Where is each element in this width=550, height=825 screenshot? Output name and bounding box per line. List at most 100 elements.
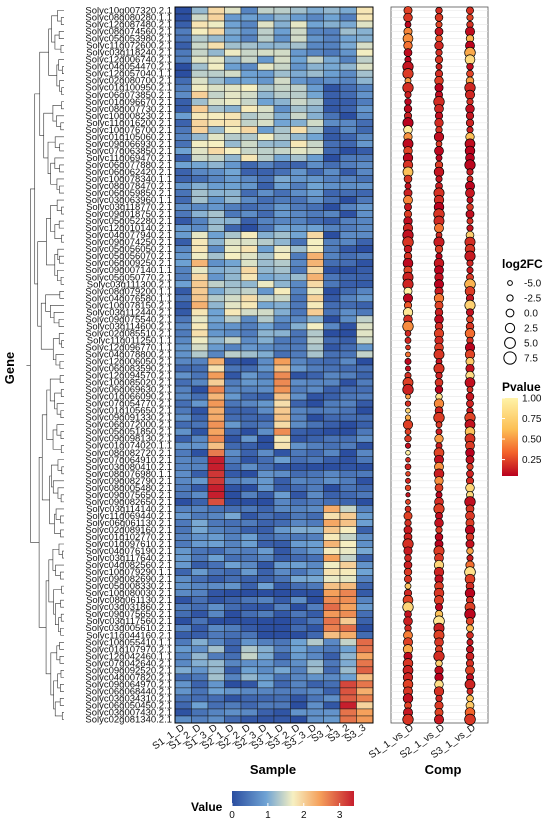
heatmap-cell: [290, 126, 308, 134]
heatmap-cell: [257, 287, 275, 296]
heatmap-cell: [290, 392, 308, 401]
heatmap-cell: [273, 694, 291, 703]
log2fc-legend-circle: [505, 308, 515, 318]
heatmap-cell: [240, 477, 258, 485]
heatmap-cell: [240, 673, 258, 682]
heatmap-cell: [207, 694, 225, 703]
log2fc-legend-label: -2.5: [524, 294, 542, 305]
heatmap-cell: [356, 98, 374, 106]
heatmap-cell: [290, 203, 308, 211]
dot-point: [434, 245, 444, 254]
heatmap-cell: [224, 652, 242, 661]
heatmap-cell: [306, 280, 324, 289]
dot-point: [404, 21, 412, 28]
heatmap-cell: [339, 385, 357, 394]
heatmap-cell: [339, 48, 357, 57]
heatmap-cell: [290, 27, 308, 36]
heatmap-cell: [306, 652, 324, 661]
heatmap-cell: [306, 161, 324, 169]
heatmap-cell: [240, 133, 258, 141]
heatmap-cell: [323, 561, 341, 569]
heatmap-cell: [224, 680, 242, 689]
heatmap-cell: [273, 505, 291, 513]
heatmap-cell: [306, 168, 324, 176]
dot-point: [434, 146, 444, 156]
heatmap-cell: [257, 126, 275, 134]
dot-point: [434, 714, 444, 725]
dot-point: [433, 131, 445, 142]
heatmap-cell: [273, 196, 291, 204]
heatmap-cell: [191, 69, 209, 78]
heatmap-cell: [257, 575, 275, 583]
heatmap-cell: [339, 378, 357, 387]
heatmap-cell: [174, 477, 192, 485]
heatmap-cell: [207, 652, 225, 661]
heatmap-cell: [290, 603, 308, 611]
heatmap-cell: [257, 420, 275, 429]
heatmap-cell: [191, 41, 209, 50]
heatmap-cell: [224, 406, 242, 415]
heatmap-cell: [191, 420, 209, 429]
heatmap-cell: [339, 392, 357, 401]
heatmap-cell: [356, 561, 374, 569]
heatmap-cell: [306, 245, 324, 253]
heatmap-cell: [323, 112, 341, 120]
dot-point: [405, 477, 411, 484]
dot-point: [404, 414, 412, 421]
heatmap-cell: [273, 252, 291, 260]
heatmap-cell: [207, 673, 225, 682]
heatmap-cell: [224, 456, 242, 464]
dot-point: [433, 166, 445, 178]
heatmap-cell: [257, 561, 275, 569]
heatmap-cell: [224, 364, 242, 373]
gene-label: Solyc10g055410.1.1: [85, 637, 172, 648]
heatmap-cell: [273, 701, 291, 710]
heatmap-cell: [224, 673, 242, 682]
heatmap-cell: [257, 406, 275, 415]
dot-point: [434, 40, 444, 51]
dendrogram-branch: [61, 87, 64, 96]
heatmap-cell: [273, 280, 291, 289]
heatmap-cell: [323, 357, 341, 366]
heatmap-cell: [191, 456, 209, 464]
heatmap-cell: [224, 112, 242, 120]
heatmap-cell: [339, 196, 357, 204]
heatmap-cell: [306, 547, 324, 555]
heatmap-cell: [273, 540, 291, 548]
heatmap-cell: [356, 582, 374, 590]
heatmap-cell: [323, 154, 341, 162]
heatmap-cell: [257, 69, 275, 78]
heatmap-cell: [257, 399, 275, 408]
heatmap-cell: [273, 610, 291, 618]
heatmap-cell: [339, 561, 357, 569]
heatmap-cell: [273, 568, 291, 576]
dendrogram-branch: [60, 445, 64, 454]
heatmap-cell: [174, 76, 192, 85]
dot-point: [434, 385, 444, 394]
heatmap-cell: [356, 27, 374, 36]
heatmap-cell: [207, 147, 225, 155]
heatmap-cell: [306, 673, 324, 682]
heatmap-cell: [323, 603, 341, 611]
dendrogram-branch: [38, 457, 47, 628]
heatmap-cell: [207, 217, 225, 225]
heatmap-cell: [191, 294, 209, 303]
heatmap-cell: [257, 238, 275, 246]
heatmap-cell: [240, 385, 258, 394]
heatmap-cell: [207, 708, 225, 717]
heatmap-cell: [224, 175, 242, 183]
heatmap-cell: [174, 83, 192, 92]
heatmap-cell: [224, 687, 242, 696]
heatmap-cell: [339, 224, 357, 232]
heatmap-cell: [273, 448, 291, 457]
heatmap-cell: [306, 62, 324, 71]
heatmap-cell: [290, 231, 308, 239]
heatmap-cell: [339, 252, 357, 260]
log2fc-legend-circle: [506, 294, 514, 302]
heatmap-cell: [306, 701, 324, 710]
dot-point: [404, 463, 412, 471]
heatmap-cell: [224, 463, 242, 471]
heatmap-cell: [207, 133, 225, 141]
heatmap-cell: [224, 69, 242, 78]
heatmap-cell: [174, 505, 192, 513]
